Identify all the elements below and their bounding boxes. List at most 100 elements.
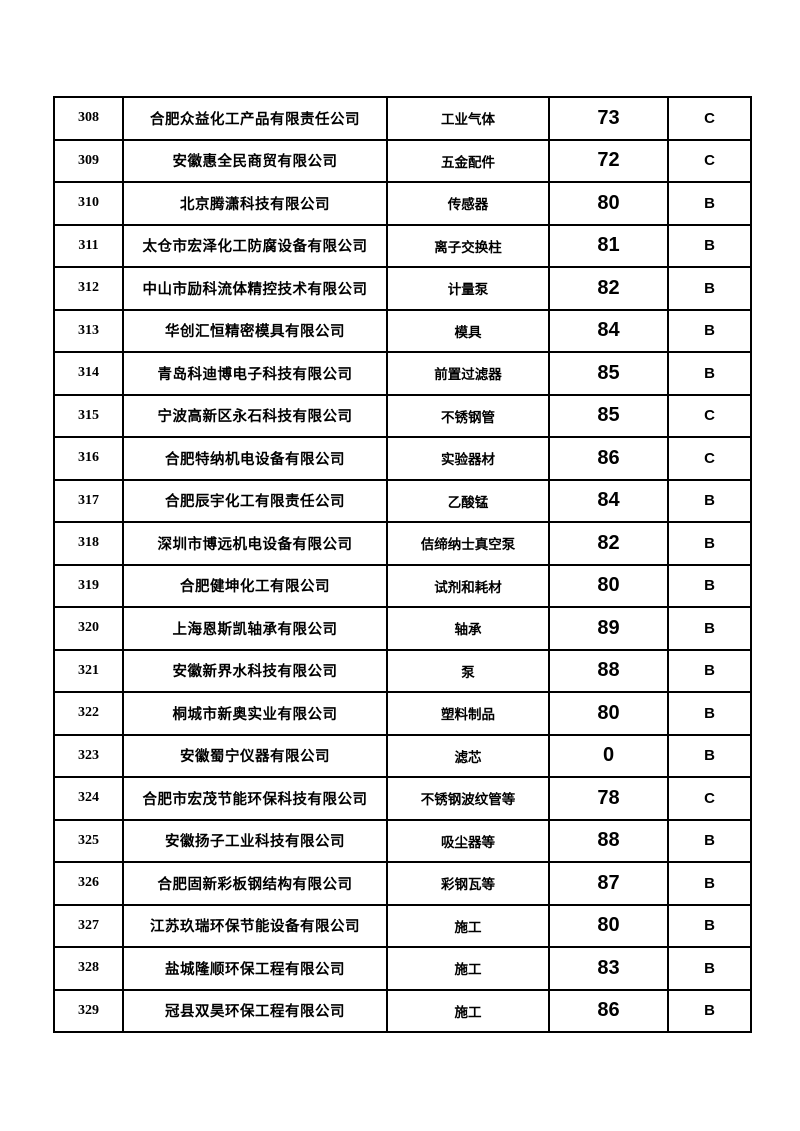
score-cell: 88 xyxy=(548,818,669,863)
grade-cell: B xyxy=(667,861,752,906)
table-row: 308 合肥众益化工产品有限责任公司 工业气体 73 C xyxy=(53,96,752,141)
score-cell: 84 xyxy=(548,478,669,523)
score-cell: 87 xyxy=(548,861,669,906)
table-row: 319 合肥健坤化工有限公司 试剂和耗材 80 B xyxy=(53,563,752,608)
table-row: 316 合肥特纳机电设备有限公司 实验器材 86 C xyxy=(53,436,752,481)
table-row: 314 青岛科迪博电子科技有限公司 前置过滤器 85 B xyxy=(53,351,752,396)
row-number-cell: 312 xyxy=(53,266,124,311)
score-cell: 88 xyxy=(548,648,669,693)
row-number-cell: 329 xyxy=(53,988,124,1033)
company-name-cell: 太仓市宏泽化工防腐设备有限公司 xyxy=(122,223,388,268)
grade-cell: C xyxy=(667,776,752,821)
score-cell: 82 xyxy=(548,521,669,566)
row-number-cell: 325 xyxy=(53,818,124,863)
table-row: 309 安徽惠全民商贸有限公司 五金配件 72 C xyxy=(53,138,752,183)
table-row: 327 江苏玖瑞环保节能设备有限公司 施工 80 B xyxy=(53,903,752,948)
row-number-cell: 320 xyxy=(53,606,124,651)
company-name-cell: 华创汇恒精密模具有限公司 xyxy=(122,308,388,353)
product-name-cell: 彩钢瓦等 xyxy=(386,861,550,906)
score-cell: 81 xyxy=(548,223,669,268)
company-name-cell: 合肥固新彩板钢结构有限公司 xyxy=(122,861,388,906)
grade-cell: B xyxy=(667,351,752,396)
product-name-cell: 工业气体 xyxy=(386,96,550,141)
grade-cell: C xyxy=(667,393,752,438)
company-name-cell: 上海恩斯凯轴承有限公司 xyxy=(122,606,388,651)
grade-cell: C xyxy=(667,138,752,183)
score-cell: 89 xyxy=(548,606,669,651)
score-cell: 80 xyxy=(548,563,669,608)
table-row: 311 太仓市宏泽化工防腐设备有限公司 离子交换柱 81 B xyxy=(53,223,752,268)
product-name-cell: 离子交换柱 xyxy=(386,223,550,268)
company-name-cell: 安徽惠全民商贸有限公司 xyxy=(122,138,388,183)
company-name-cell: 冠县双昊环保工程有限公司 xyxy=(122,988,388,1033)
product-name-cell: 不锈钢波纹管等 xyxy=(386,776,550,821)
product-name-cell: 滤芯 xyxy=(386,733,550,778)
score-cell: 86 xyxy=(548,436,669,481)
grade-cell: B xyxy=(667,223,752,268)
table-row: 315 宁波高新区永石科技有限公司 不锈钢管 85 C xyxy=(53,393,752,438)
grade-cell: B xyxy=(667,266,752,311)
product-name-cell: 施工 xyxy=(386,903,550,948)
company-name-cell: 青岛科迪博电子科技有限公司 xyxy=(122,351,388,396)
table-row: 312 中山市励科流体精控技术有限公司 计量泵 82 B xyxy=(53,266,752,311)
grade-cell: B xyxy=(667,988,752,1033)
row-number-cell: 308 xyxy=(53,96,124,141)
product-name-cell: 不锈钢管 xyxy=(386,393,550,438)
company-name-cell: 深圳市博远机电设备有限公司 xyxy=(122,521,388,566)
product-name-cell: 吸尘器等 xyxy=(386,818,550,863)
company-name-cell: 安徽扬子工业科技有限公司 xyxy=(122,818,388,863)
row-number-cell: 323 xyxy=(53,733,124,778)
row-number-cell: 328 xyxy=(53,946,124,991)
product-name-cell: 前置过滤器 xyxy=(386,351,550,396)
company-name-cell: 合肥健坤化工有限公司 xyxy=(122,563,388,608)
table-row: 322 桐城市新奥实业有限公司 塑料制品 80 B xyxy=(53,691,752,736)
score-cell: 80 xyxy=(548,181,669,226)
product-name-cell: 施工 xyxy=(386,988,550,1033)
product-name-cell: 五金配件 xyxy=(386,138,550,183)
company-name-cell: 合肥众益化工产品有限责任公司 xyxy=(122,96,388,141)
company-name-cell: 北京腾潇科技有限公司 xyxy=(122,181,388,226)
grade-cell: B xyxy=(667,648,752,693)
score-cell: 73 xyxy=(548,96,669,141)
grade-cell: C xyxy=(667,96,752,141)
row-number-cell: 311 xyxy=(53,223,124,268)
product-name-cell: 乙酸锰 xyxy=(386,478,550,523)
grade-cell: C xyxy=(667,436,752,481)
product-name-cell: 计量泵 xyxy=(386,266,550,311)
supplier-rating-table-wrap: 308 合肥众益化工产品有限责任公司 工业气体 73 C 309 安徽惠全民商贸有限公司 五金… xyxy=(53,96,752,1033)
row-number-cell: 321 xyxy=(53,648,124,693)
score-cell: 83 xyxy=(548,946,669,991)
row-number-cell: 318 xyxy=(53,521,124,566)
supplier-rating-table: 308 合肥众益化工产品有限责任公司 工业气体 73 C 309 安徽惠全民商贸有限公司 五金… xyxy=(53,96,752,1033)
table-row: 313 华创汇恒精密模具有限公司 模具 84 B xyxy=(53,308,752,353)
score-cell: 82 xyxy=(548,266,669,311)
score-cell: 72 xyxy=(548,138,669,183)
grade-cell: B xyxy=(667,308,752,353)
row-number-cell: 310 xyxy=(53,181,124,226)
company-name-cell: 江苏玖瑞环保节能设备有限公司 xyxy=(122,903,388,948)
score-cell: 78 xyxy=(548,776,669,821)
product-name-cell: 轴承 xyxy=(386,606,550,651)
grade-cell: B xyxy=(667,478,752,523)
table-row: 310 北京腾潇科技有限公司 传感器 80 B xyxy=(53,181,752,226)
grade-cell: B xyxy=(667,733,752,778)
product-name-cell: 传感器 xyxy=(386,181,550,226)
score-cell: 85 xyxy=(548,393,669,438)
table-row: 323 安徽蜀宁仪器有限公司 滤芯 0 B xyxy=(53,733,752,778)
company-name-cell: 盐城隆顺环保工程有限公司 xyxy=(122,946,388,991)
product-name-cell: 试剂和耗材 xyxy=(386,563,550,608)
product-name-cell: 模具 xyxy=(386,308,550,353)
row-number-cell: 309 xyxy=(53,138,124,183)
row-number-cell: 314 xyxy=(53,351,124,396)
company-name-cell: 宁波高新区永石科技有限公司 xyxy=(122,393,388,438)
score-cell: 85 xyxy=(548,351,669,396)
row-number-cell: 322 xyxy=(53,691,124,736)
table-row: 318 深圳市博远机电设备有限公司 佶缔纳士真空泵 82 B xyxy=(53,521,752,566)
company-name-cell: 合肥特纳机电设备有限公司 xyxy=(122,436,388,481)
row-number-cell: 324 xyxy=(53,776,124,821)
company-name-cell: 合肥辰宇化工有限责任公司 xyxy=(122,478,388,523)
table-row: 321 安徽新界水科技有限公司泵 88 B xyxy=(53,648,752,693)
company-name-cell: 安徽新界水科技有限公司 xyxy=(122,648,388,693)
company-name-cell: 桐城市新奥实业有限公司 xyxy=(122,691,388,736)
